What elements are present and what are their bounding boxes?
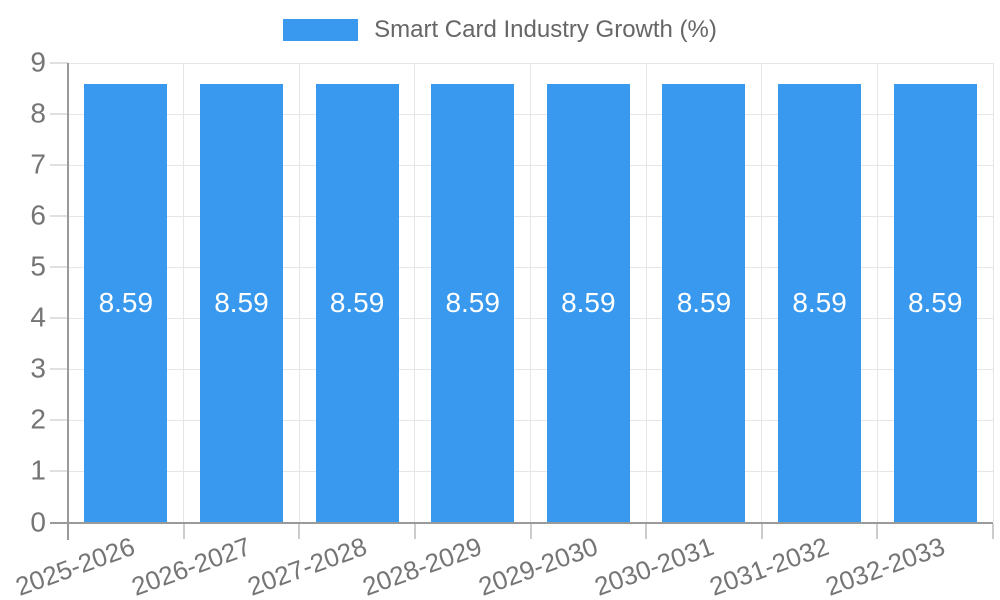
y-tick-label: 7: [30, 148, 46, 180]
bar: [199, 83, 283, 523]
bar: [778, 83, 862, 523]
y-tick-label: 1: [30, 454, 46, 486]
x-tick-label: 2032-2033: [821, 531, 949, 600]
y-axis-tick-mark: [50, 419, 68, 422]
y-axis-line: [67, 63, 69, 540]
x-tick-label: 2027-2028: [243, 531, 371, 600]
x-axis-tick-mark: [413, 523, 416, 539]
bar-value-label: 8.59: [561, 287, 616, 319]
gridline-vertical: [298, 63, 300, 523]
gridline-vertical: [645, 63, 647, 523]
bar: [893, 83, 977, 523]
x-axis-tick-mark: [529, 523, 532, 539]
x-axis-tick-mark: [645, 523, 648, 539]
bar: [662, 83, 746, 523]
y-axis-tick-mark: [50, 113, 68, 116]
gridline-vertical: [530, 63, 531, 523]
bar-value-label: 8.59: [907, 287, 963, 319]
legend-swatch-icon: [283, 19, 359, 41]
bar-value-label: 8.59: [329, 287, 385, 319]
y-axis-tick-mark: [50, 317, 68, 320]
bar-value-label: 8.59: [98, 287, 154, 319]
x-tick-label: 2030-2031: [590, 531, 718, 600]
x-axis-line: [50, 521, 993, 524]
gridline-vertical: [992, 63, 994, 523]
x-axis-tick-mark: [298, 523, 301, 539]
x-tick-label: 2029-2030: [474, 531, 602, 600]
bar: [431, 83, 515, 523]
bar: [315, 83, 399, 523]
y-axis-tick-mark: [50, 368, 68, 371]
bar-value-label: 8.59: [445, 287, 500, 319]
y-tick-label: 2: [30, 403, 46, 435]
bar: [546, 83, 630, 523]
bar: [84, 83, 168, 523]
y-axis-tick-mark: [50, 470, 68, 473]
y-tick-label: 5: [30, 250, 46, 282]
bar-value-label: 8.59: [676, 287, 732, 319]
gridline-vertical: [183, 63, 185, 523]
gridline-vertical: [761, 63, 763, 523]
y-axis-tick-mark: [50, 164, 68, 167]
legend-label: Smart Card Industry Growth (%): [374, 16, 717, 43]
y-axis-tick-mark: [50, 266, 68, 269]
y-tick-label: 9: [30, 46, 46, 78]
x-tick-label: 2028-2029: [358, 531, 486, 600]
y-tick-label: 8: [30, 97, 46, 129]
x-axis-tick-mark: [992, 523, 994, 539]
x-axis-tick-mark: [760, 523, 763, 539]
bar-value-label: 8.59: [214, 287, 269, 319]
y-tick-label: 4: [30, 301, 46, 333]
y-tick-label: 6: [30, 199, 46, 231]
gridline-vertical: [414, 63, 416, 523]
gridline-vertical: [876, 63, 878, 523]
x-tick-label: 2025-2026: [11, 531, 140, 600]
bar-value-label: 8.59: [792, 287, 847, 319]
y-axis-tick-mark: [50, 215, 68, 218]
chart-legend[interactable]: Smart Card Industry Growth (%): [0, 15, 1000, 45]
x-axis-tick-mark: [876, 523, 879, 539]
x-tick-label: 2026-2027: [127, 531, 255, 600]
y-axis-tick-mark: [50, 62, 68, 64]
y-tick-label: 3: [30, 352, 46, 384]
x-tick-label: 2031-2032: [705, 531, 833, 600]
x-axis-tick-mark: [182, 523, 185, 539]
y-tick-label: 0: [30, 505, 46, 537]
